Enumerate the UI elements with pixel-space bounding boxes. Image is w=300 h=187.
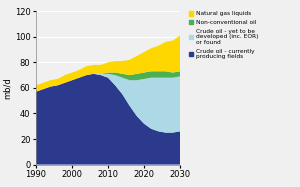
Legend: Natural gas liquids, Non-conventional oil, Crude oil - yet to be
developed (inc.: Natural gas liquids, Non-conventional oi… (189, 11, 258, 59)
Y-axis label: mb/d: mb/d (3, 77, 12, 99)
